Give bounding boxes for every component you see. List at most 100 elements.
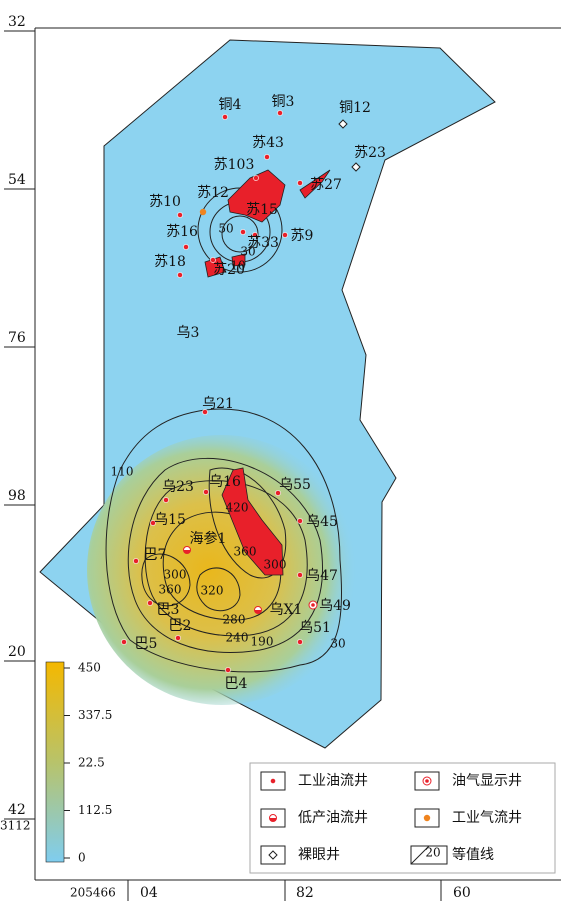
- contour-label: 30: [330, 637, 345, 651]
- colorbar: [45, 661, 65, 863]
- well-label: 巴2: [169, 618, 192, 634]
- contour-label: 280: [223, 613, 246, 627]
- well-oil: [282, 232, 288, 238]
- well-label: 苏20: [213, 262, 245, 278]
- well-oil: [177, 272, 183, 278]
- well-label: 铜3: [272, 94, 295, 110]
- well-show-core: [311, 603, 315, 607]
- contour-label: 360: [159, 583, 182, 597]
- frame-label: 98: [8, 488, 26, 504]
- well-oil: [277, 110, 283, 116]
- well-oil: [222, 114, 228, 120]
- well-oil: [297, 639, 303, 645]
- well-low-fill: [269, 818, 277, 822]
- well-oil: [133, 558, 139, 564]
- contour-label: 300: [264, 558, 287, 572]
- well-oil: [175, 635, 181, 641]
- well-label: 苏9: [291, 228, 314, 244]
- well-label: 乌51: [299, 620, 331, 636]
- legend-label: 裸眼井: [298, 847, 340, 863]
- well-label: 铜12: [339, 100, 371, 116]
- frame-label: 42: [8, 802, 26, 818]
- well-oil: [183, 244, 189, 250]
- well-label: 苏16: [166, 224, 198, 240]
- well-label: 巴3: [157, 602, 180, 618]
- colorbar-label: 112.5: [78, 803, 112, 817]
- legend-label: 等值线: [452, 846, 494, 863]
- well-label: 苏103: [214, 157, 255, 173]
- well-oil: [210, 257, 216, 263]
- frame-label: 20: [8, 644, 26, 660]
- well-oil: [264, 154, 270, 160]
- contour-label: 300: [164, 568, 187, 582]
- well-oil: [177, 212, 183, 218]
- well-open: [268, 850, 278, 860]
- frame-label: 76: [8, 330, 26, 346]
- well-oil: [225, 667, 231, 673]
- well-oil: [150, 520, 156, 526]
- frame-label: 3112: [0, 819, 31, 833]
- well-oil: [297, 518, 303, 524]
- legend-label: 油气显示井: [452, 773, 522, 789]
- well-label: 乌3: [177, 325, 200, 341]
- colorbar-label: 0: [78, 851, 86, 865]
- well-label: 苏15: [246, 202, 278, 218]
- frame-label: 60: [453, 885, 471, 901]
- well-oil: [270, 778, 276, 784]
- well-oil: [147, 600, 153, 606]
- well-label: 乌49: [319, 598, 351, 614]
- contour-label: 360: [234, 545, 257, 559]
- contour-label: 50: [218, 222, 233, 236]
- well-label: 苏43: [252, 135, 284, 151]
- frame-label: 32: [8, 14, 26, 30]
- legend-label: 低产油流井: [298, 810, 368, 826]
- contour-label: 30: [240, 245, 255, 259]
- well-label: 乌23: [162, 479, 194, 495]
- well-oil: [297, 180, 303, 186]
- well-oil: [297, 572, 303, 578]
- well-oil: [121, 639, 127, 645]
- well-label: 巴7: [144, 547, 167, 563]
- well-low-fill: [183, 550, 191, 554]
- well-oil: [253, 175, 259, 181]
- well-label: 苏12: [197, 185, 229, 201]
- well-label: 乌15: [154, 512, 186, 528]
- frame-label: 205466: [70, 886, 116, 900]
- contour-label: 190: [251, 635, 274, 649]
- well-label: 苏18: [154, 254, 186, 270]
- well-oil: [163, 497, 169, 503]
- well-oil: [202, 409, 208, 415]
- contour-label: 110: [111, 465, 134, 479]
- frame-label: 54: [8, 172, 26, 188]
- oil-bodies: [204, 169, 331, 576]
- heat-zone: [87, 435, 357, 705]
- contour-label: 10: [230, 259, 245, 273]
- well-oil: [203, 489, 209, 495]
- well-label: 巴5: [135, 636, 158, 652]
- well-low-fill: [254, 610, 262, 614]
- well-label: 苏33: [247, 235, 279, 251]
- well-label: 铜4: [219, 97, 242, 113]
- well-label: 巴4: [225, 676, 248, 692]
- well-label: 苏27: [310, 177, 342, 193]
- contour-label: 240: [226, 631, 249, 645]
- well-label: 乌X1: [270, 602, 303, 618]
- well-label: 乌47: [306, 568, 338, 584]
- legend-contour-value: 20: [425, 846, 440, 860]
- well-label: 乌16: [209, 474, 241, 490]
- well-open: [338, 119, 348, 129]
- well-label: 乌21: [202, 396, 234, 412]
- well-oil: [240, 229, 246, 235]
- frame-label: 82: [296, 885, 314, 901]
- frame-label: 04: [140, 885, 158, 901]
- well-gas: [199, 208, 207, 216]
- colorbar-label: 337.5: [78, 708, 112, 722]
- colorbar-label: 450: [78, 661, 101, 675]
- legend-label: 工业气流井: [452, 810, 522, 826]
- legend-box: [249, 762, 556, 874]
- well-label: 苏10: [149, 194, 181, 210]
- contour-label: 420: [226, 501, 249, 515]
- well-label: 乌45: [306, 514, 338, 530]
- well-label: 乌55: [279, 477, 311, 493]
- well-show-core: [425, 779, 429, 783]
